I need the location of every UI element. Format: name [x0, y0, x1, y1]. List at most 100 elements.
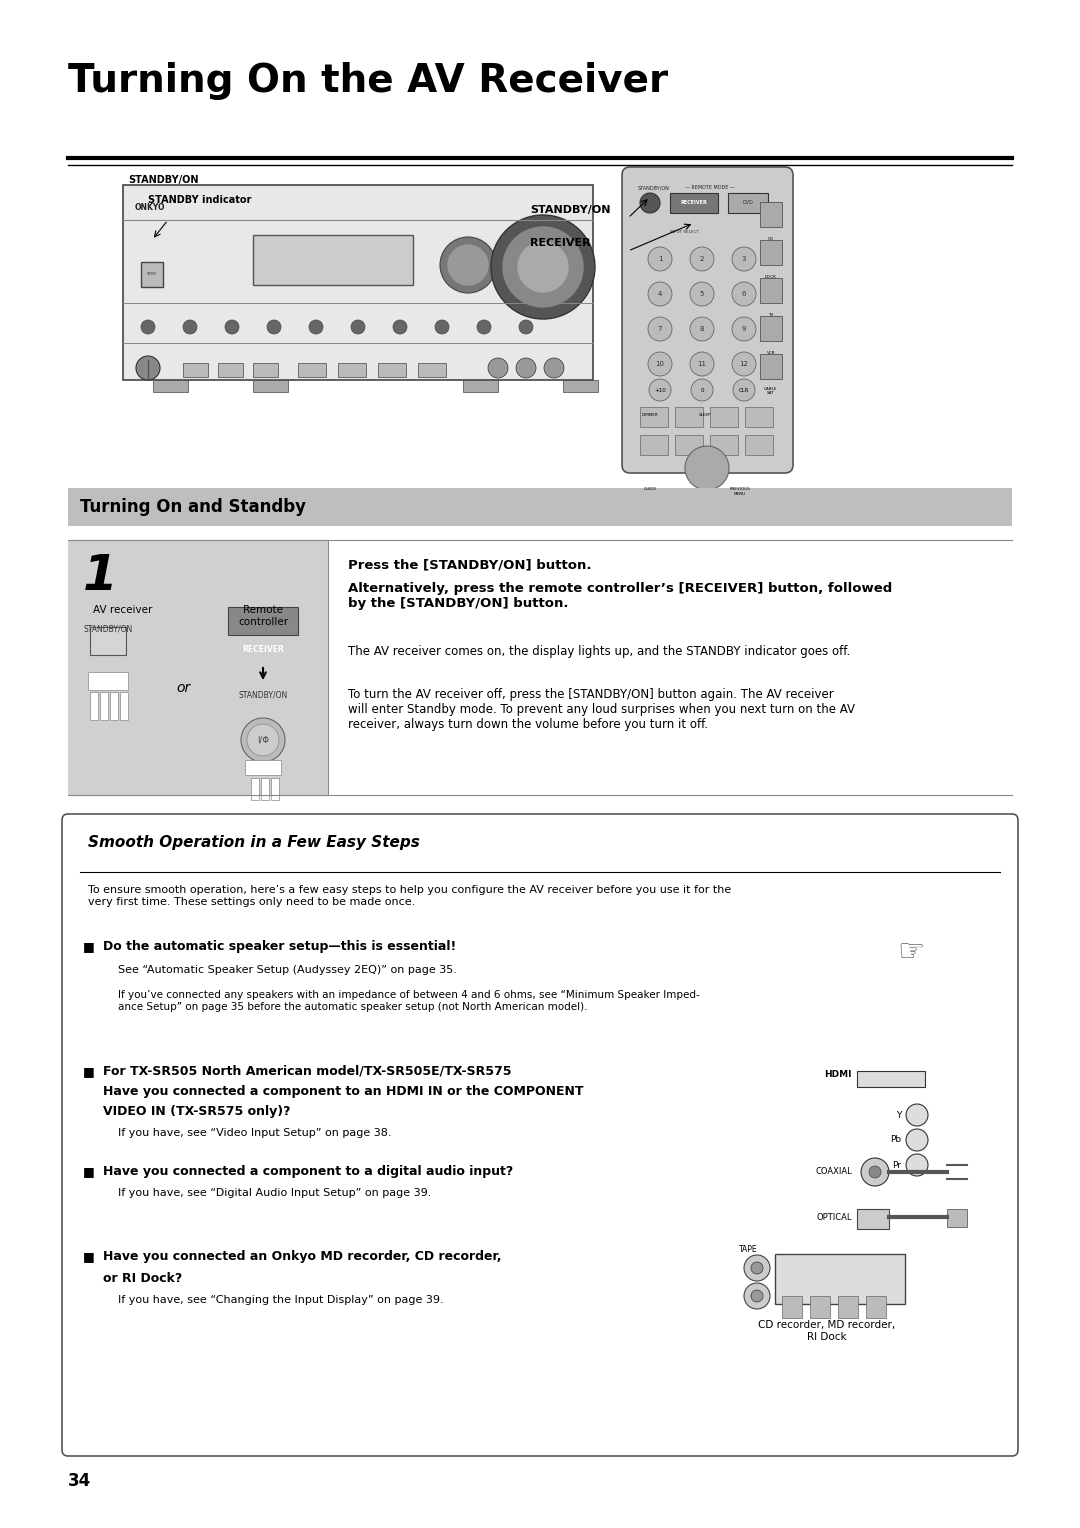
- Bar: [775, 1254, 905, 1303]
- Text: GUIDE: GUIDE: [644, 487, 657, 490]
- Text: Have you connected an Onkyo MD recorder, CD recorder,: Have you connected an Onkyo MD recorder,…: [103, 1250, 501, 1264]
- Circle shape: [732, 351, 756, 376]
- Bar: [271, 778, 279, 801]
- Circle shape: [732, 316, 756, 341]
- Bar: [100, 692, 108, 720]
- Text: Have you connected a component to a digital audio input?: Have you connected a component to a digi…: [103, 1164, 513, 1178]
- FancyBboxPatch shape: [622, 167, 793, 474]
- Text: TV: TV: [768, 313, 773, 316]
- Bar: [418, 364, 446, 377]
- Text: 1: 1: [658, 257, 662, 261]
- Text: 10: 10: [656, 361, 664, 367]
- Bar: [858, 1209, 889, 1229]
- Circle shape: [648, 283, 672, 306]
- Circle shape: [136, 356, 160, 380]
- Bar: [675, 435, 703, 455]
- Bar: [218, 364, 243, 377]
- Circle shape: [690, 283, 714, 306]
- Circle shape: [869, 1166, 881, 1178]
- Bar: [782, 1296, 802, 1319]
- Text: PREVIOUS
MENU: PREVIOUS MENU: [730, 487, 751, 495]
- Circle shape: [648, 248, 672, 270]
- Text: DVD: DVD: [743, 200, 754, 205]
- Circle shape: [685, 446, 729, 490]
- Text: 2: 2: [700, 257, 704, 261]
- Text: Remote
controller: Remote controller: [238, 605, 288, 626]
- Text: RECEIVER: RECEIVER: [530, 238, 591, 248]
- Text: STANDBY/ON: STANDBY/ON: [83, 625, 133, 634]
- Circle shape: [225, 319, 239, 335]
- Text: Y: Y: [895, 1111, 901, 1120]
- Circle shape: [448, 244, 488, 286]
- Text: For TX-SR505 North American model/TX-SR505E/TX-SR575: For TX-SR505 North American model/TX-SR5…: [103, 1065, 512, 1077]
- Circle shape: [477, 319, 491, 335]
- Bar: [710, 435, 738, 455]
- Bar: [675, 406, 703, 426]
- Circle shape: [351, 319, 365, 335]
- Bar: [153, 380, 188, 393]
- Bar: [90, 692, 98, 720]
- Bar: [745, 435, 773, 455]
- Text: ONKYO: ONKYO: [135, 203, 165, 212]
- Circle shape: [733, 379, 755, 400]
- Bar: [183, 364, 208, 377]
- Bar: [760, 354, 782, 379]
- Text: To ensure smooth operation, here’s a few easy steps to help you configure the AV: To ensure smooth operation, here’s a few…: [87, 885, 731, 906]
- Circle shape: [440, 237, 496, 293]
- Circle shape: [241, 718, 285, 762]
- Circle shape: [491, 215, 595, 319]
- Text: 9: 9: [742, 325, 746, 332]
- Circle shape: [744, 1284, 770, 1309]
- FancyBboxPatch shape: [62, 814, 1018, 1456]
- Circle shape: [519, 319, 534, 335]
- Bar: [378, 364, 406, 377]
- Circle shape: [503, 228, 583, 307]
- Circle shape: [861, 1158, 889, 1186]
- Text: Turning On and Standby: Turning On and Standby: [80, 498, 306, 516]
- Text: The AV receiver comes on, the display lights up, and the STANDBY indicator goes : The AV receiver comes on, the display li…: [348, 645, 850, 659]
- Bar: [261, 778, 269, 801]
- Text: 3: 3: [742, 257, 746, 261]
- Bar: [253, 364, 278, 377]
- Text: CABLE
SAT: CABLE SAT: [765, 387, 778, 396]
- Bar: [120, 692, 129, 720]
- Circle shape: [906, 1129, 928, 1151]
- Text: If you have, see “Video Input Setup” on page 38.: If you have, see “Video Input Setup” on …: [118, 1128, 391, 1138]
- Bar: [110, 692, 118, 720]
- Text: — REMOTE MODE —: — REMOTE MODE —: [685, 185, 734, 189]
- Circle shape: [906, 1154, 928, 1177]
- Text: CD: CD: [768, 237, 774, 241]
- Text: See “Automatic Speaker Setup (Audyssey 2EQ)” on page 35.: See “Automatic Speaker Setup (Audyssey 2…: [118, 966, 457, 975]
- Text: CLR: CLR: [739, 388, 750, 393]
- Text: STANDBY/ON: STANDBY/ON: [530, 205, 610, 215]
- Text: DIMMER: DIMMER: [642, 413, 659, 417]
- Circle shape: [744, 1254, 770, 1280]
- Bar: [866, 1296, 886, 1319]
- Text: RECEIVER: RECEIVER: [680, 200, 707, 205]
- Bar: [670, 193, 718, 212]
- Circle shape: [690, 351, 714, 376]
- Bar: [760, 316, 782, 341]
- Text: 1: 1: [83, 552, 118, 601]
- Circle shape: [690, 316, 714, 341]
- Text: or RI Dock?: or RI Dock?: [103, 1271, 183, 1285]
- Bar: [228, 607, 298, 636]
- Bar: [298, 364, 326, 377]
- Circle shape: [516, 358, 536, 377]
- Circle shape: [649, 379, 671, 400]
- Bar: [463, 380, 498, 393]
- Circle shape: [393, 319, 407, 335]
- Text: Alternatively, press the remote controller’s [RECEIVER] button, followed
by the : Alternatively, press the remote controll…: [348, 582, 892, 610]
- Text: HDMI: HDMI: [824, 1070, 852, 1079]
- Text: 12: 12: [740, 361, 748, 367]
- Text: STANDBY indicator: STANDBY indicator: [148, 196, 252, 205]
- Circle shape: [247, 724, 279, 756]
- Text: 6: 6: [742, 290, 746, 296]
- Circle shape: [518, 241, 568, 292]
- Text: RECEIVER: RECEIVER: [242, 645, 284, 654]
- Text: AV receiver: AV receiver: [93, 605, 152, 614]
- Bar: [338, 364, 366, 377]
- Text: Have you connected a component to an HDMI IN or the COMPONENT: Have you connected a component to an HDM…: [103, 1085, 583, 1099]
- Bar: [563, 380, 598, 393]
- Bar: [90, 626, 126, 656]
